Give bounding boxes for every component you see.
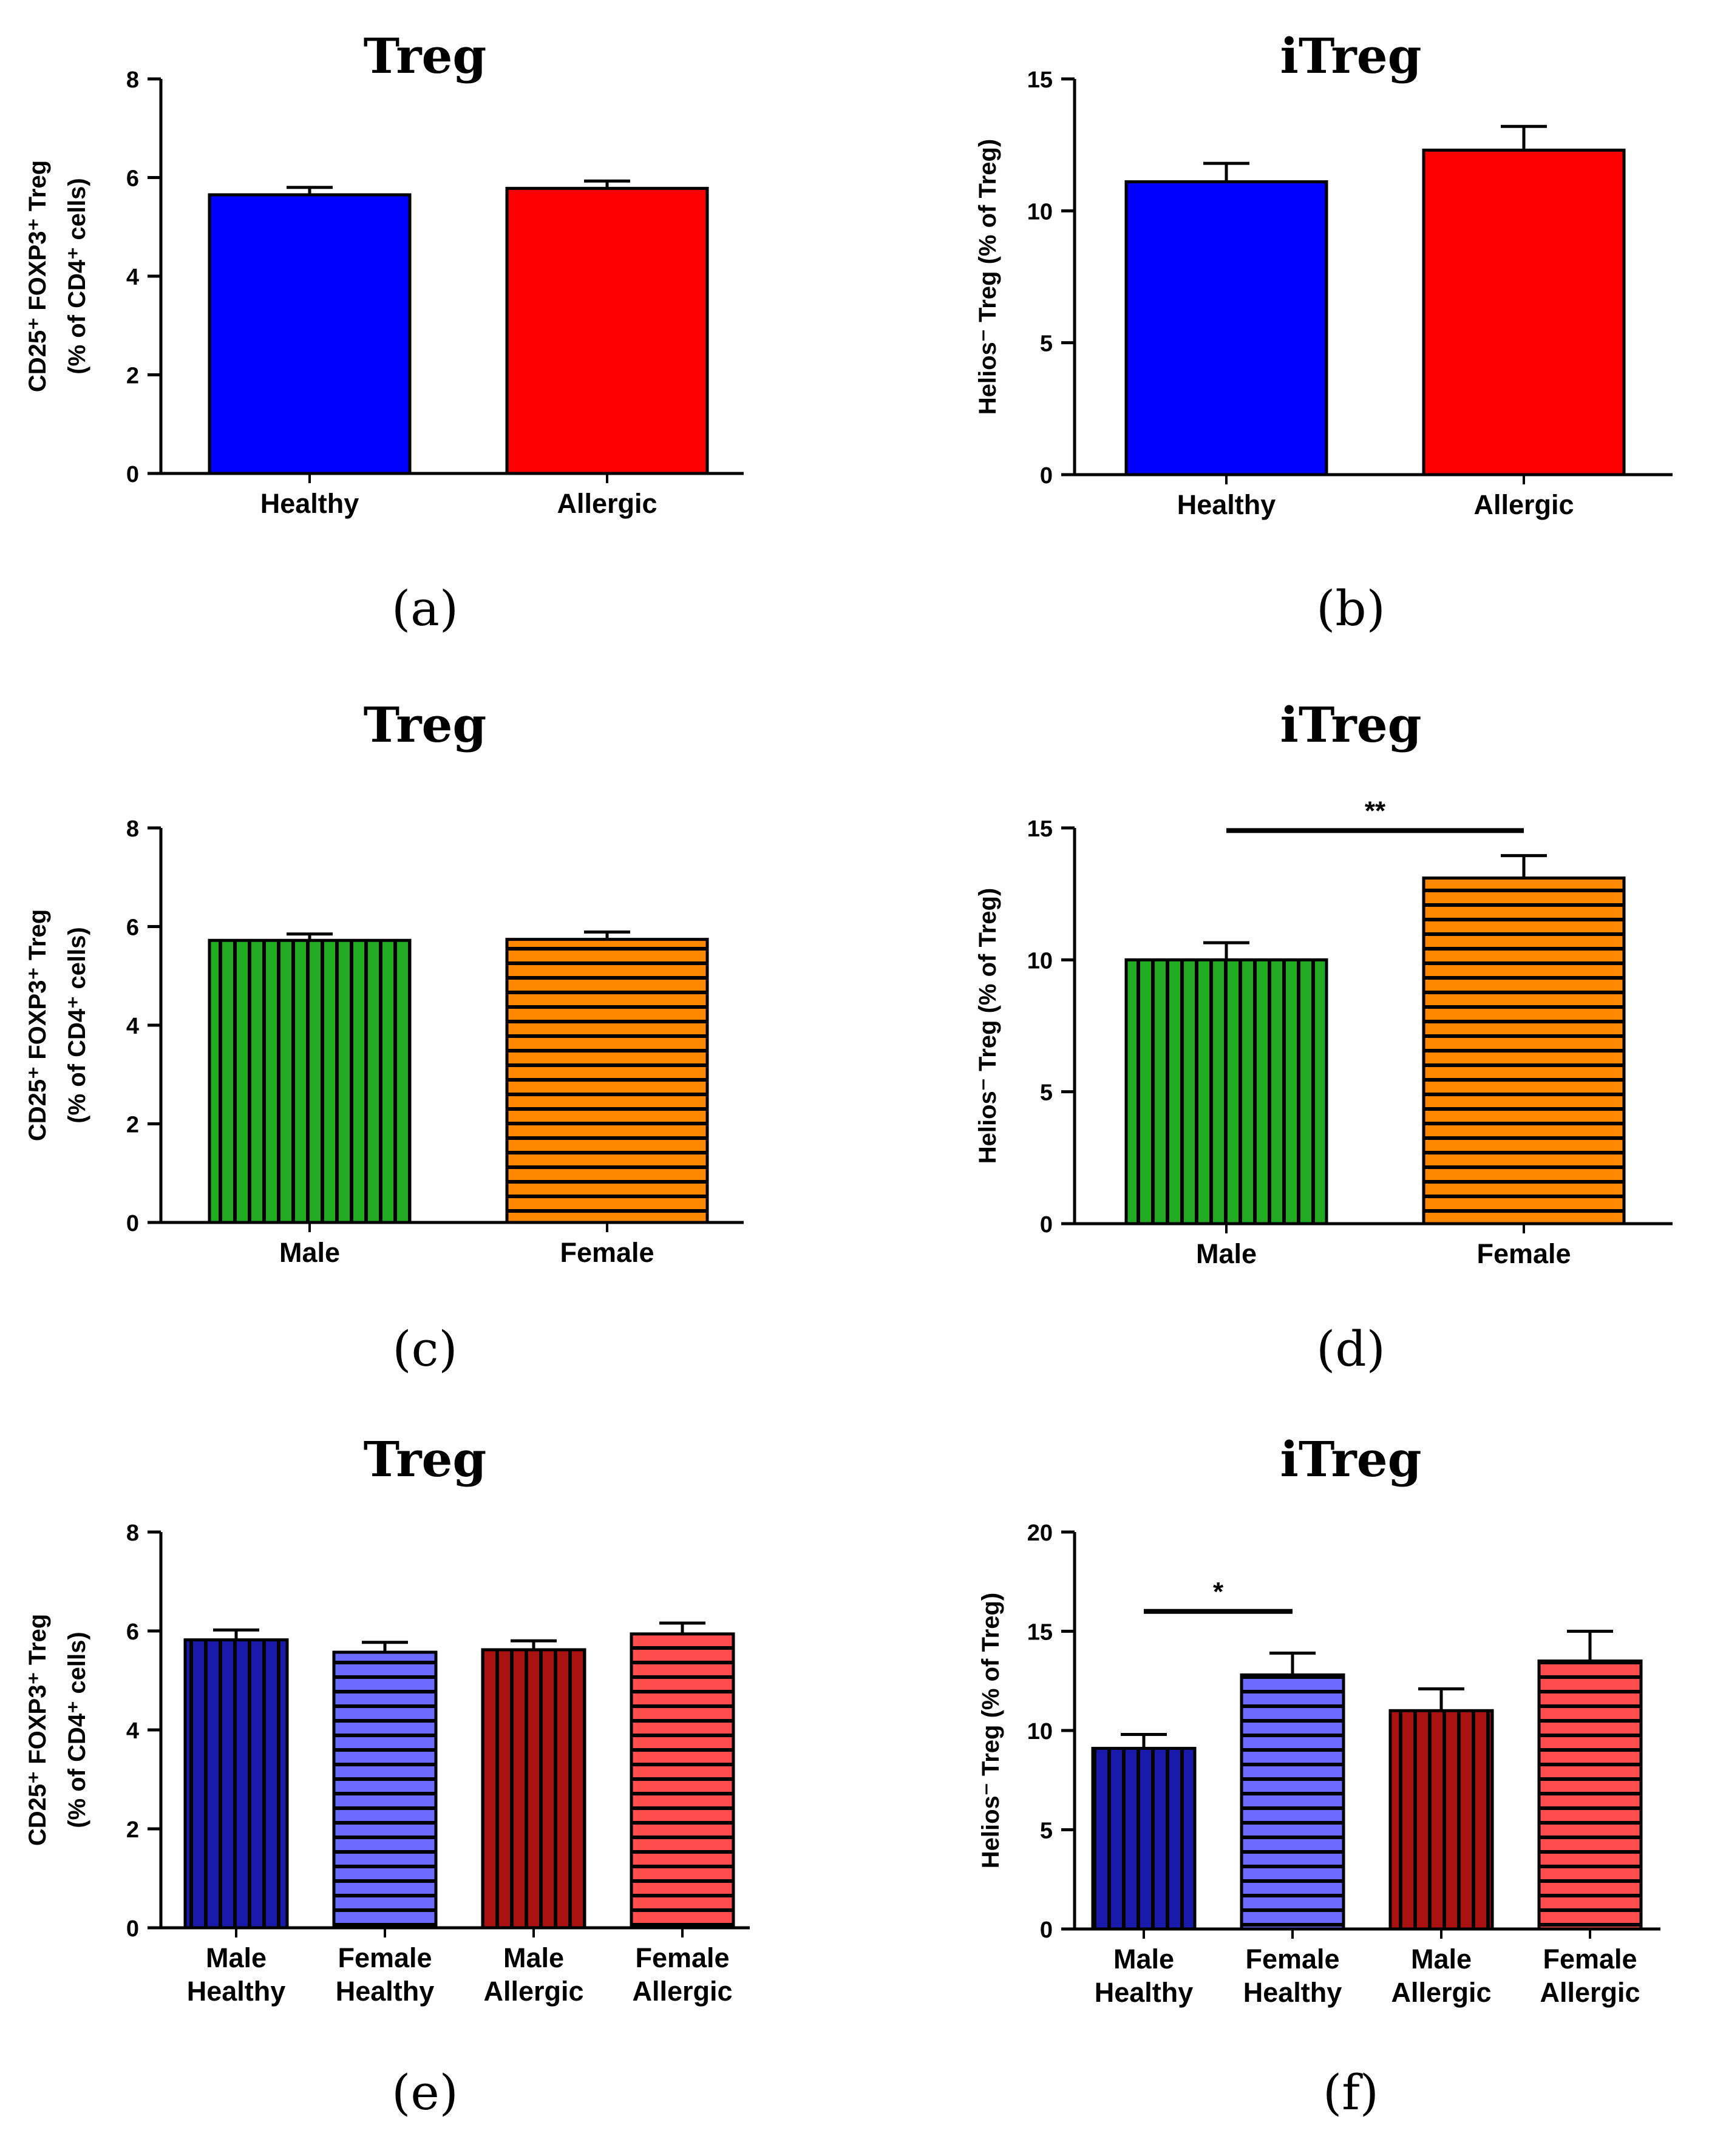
y-tick-label: 6 bbox=[126, 915, 139, 941]
x-tick-label: Male bbox=[206, 1942, 267, 1973]
chart-panel-f: iTreg(f)Helios⁻ Treg (% of Treg)MaleHeal… bbox=[977, 1431, 1660, 2121]
y-tick-label: 0 bbox=[1040, 463, 1053, 489]
y-axis-label: CD25⁺ FOXP3⁺ Treg bbox=[24, 1614, 51, 1846]
bar bbox=[1240, 1673, 1345, 1931]
chart-panel-c: Treg (c) CD25⁺ FOXP3⁺ Treg (% of CD4⁺ cells… bbox=[24, 696, 744, 1377]
x-tick-label: Male bbox=[503, 1942, 564, 1973]
y-axis-label: CD25⁺ FOXP3⁺ Treg bbox=[24, 909, 51, 1141]
y-axis-label-line2: (% of CD4⁺ cells) bbox=[64, 1632, 90, 1828]
y-tick-label: 6 bbox=[126, 1619, 139, 1645]
y-tick-label: 8 bbox=[126, 1520, 139, 1546]
y-tick-label: 2 bbox=[126, 1113, 139, 1138]
x-tick-label: Allergic bbox=[1473, 489, 1574, 520]
chart-title: iTreg bbox=[1280, 1431, 1421, 1488]
y-axis-label: Helios⁻ Treg (% of Treg) bbox=[974, 888, 1001, 1164]
y-tick-label: 4 bbox=[126, 1718, 139, 1744]
chart-panel-a: Treg (a) CD25⁺ FOXP3⁺ Treg (% of CD4⁺ cells… bbox=[24, 27, 744, 637]
y-axis-label-line2: (% of CD4⁺ cells) bbox=[64, 927, 90, 1123]
x-tick-label: Allergic bbox=[632, 1976, 732, 2007]
x-tick-label: Healthy bbox=[336, 1976, 435, 2007]
y-axis-label: Helios⁻ Treg (% of Treg) bbox=[977, 1593, 1004, 1869]
x-tick-label: Female bbox=[560, 1237, 654, 1268]
y-tick-label: 8 bbox=[126, 816, 139, 842]
y-tick-label: 10 bbox=[1027, 1719, 1053, 1744]
bar bbox=[1124, 180, 1328, 476]
x-tick-label: Male bbox=[1113, 1944, 1174, 1975]
bar bbox=[208, 938, 412, 1224]
y-tick-label: 2 bbox=[126, 364, 139, 389]
y-tick-label: 0 bbox=[1040, 1917, 1053, 1943]
y-tick-label: 0 bbox=[126, 1211, 139, 1236]
bar bbox=[1422, 148, 1626, 476]
panel-caption: (e) bbox=[392, 2064, 458, 2121]
chart-panel-e: Treg (e) CD25⁺ FOXP3⁺ Treg (% of CD4⁺ cells… bbox=[24, 1431, 750, 2121]
y-tick-label: 5 bbox=[1040, 1819, 1053, 1844]
bar bbox=[1124, 958, 1328, 1225]
y-axis-label: Helios⁻ Treg (% of Treg) bbox=[974, 139, 1001, 415]
bar bbox=[208, 193, 412, 475]
y-tick-label: 4 bbox=[126, 265, 139, 290]
x-tick-label: Allergic bbox=[1391, 1977, 1491, 2008]
chart-panel-d: iTreg (d) Helios⁻ Treg (% of Treg) Male Fema… bbox=[974, 696, 1673, 1377]
bar bbox=[1422, 876, 1626, 1225]
y-tick-label: 8 bbox=[126, 67, 139, 93]
y-tick-label: 0 bbox=[126, 1916, 139, 1942]
bar bbox=[332, 1650, 438, 1930]
x-tick-label: Healthy bbox=[260, 488, 359, 519]
x-tick-label: Female bbox=[1245, 1944, 1339, 1975]
y-tick-label: 15 bbox=[1027, 816, 1053, 842]
bar bbox=[1091, 1746, 1197, 1931]
significance-label: ** bbox=[1365, 796, 1386, 825]
x-tick-label: Healthy bbox=[1095, 1977, 1194, 2008]
x-tick-label: Healthy bbox=[1177, 489, 1276, 520]
bar bbox=[1537, 1659, 1643, 1931]
x-tick-label: Male bbox=[1196, 1238, 1257, 1269]
x-tick-label: Healthy bbox=[187, 1976, 286, 2007]
panel-caption: (d) bbox=[1316, 1321, 1385, 1377]
x-tick-label: Allergic bbox=[483, 1976, 583, 2007]
significance-label: * bbox=[1213, 1577, 1224, 1607]
x-tick-label: Healthy bbox=[1243, 1977, 1342, 2008]
chart-title: Treg bbox=[364, 696, 487, 753]
chart-title: Treg bbox=[364, 27, 487, 84]
panel-caption: (c) bbox=[392, 1321, 457, 1377]
y-tick-label: 15 bbox=[1027, 67, 1053, 93]
panel-caption: (b) bbox=[1316, 580, 1385, 637]
y-tick-label: 15 bbox=[1027, 1620, 1053, 1646]
bar bbox=[183, 1638, 289, 1930]
y-tick-label: 5 bbox=[1040, 331, 1053, 357]
x-tick-label: Male bbox=[279, 1237, 340, 1268]
y-tick-label: 6 bbox=[126, 166, 139, 192]
x-tick-label: Female bbox=[338, 1942, 432, 1973]
y-axis-label-line2: (% of CD4⁺ cells) bbox=[64, 178, 90, 374]
y-tick-label: 0 bbox=[1040, 1212, 1053, 1238]
x-tick-label: Female bbox=[1543, 1944, 1637, 1975]
y-tick-label: 10 bbox=[1027, 199, 1053, 225]
bar bbox=[505, 186, 709, 475]
y-tick-label: 20 bbox=[1027, 1520, 1053, 1546]
x-tick-label: Allergic bbox=[557, 488, 657, 519]
x-tick-label: Male bbox=[1411, 1944, 1472, 1975]
chart-title: iTreg bbox=[1280, 696, 1421, 753]
chart-title: Treg bbox=[364, 1431, 487, 1488]
chart-title: iTreg bbox=[1280, 27, 1421, 84]
chart-panel-b: iTreg (b) Helios⁻ Treg (% of Treg) Healthy A… bbox=[974, 27, 1673, 637]
bar bbox=[1388, 1709, 1494, 1931]
x-tick-label: Female bbox=[635, 1942, 729, 1973]
x-tick-label: Allergic bbox=[1540, 1977, 1640, 2008]
y-tick-label: 10 bbox=[1027, 948, 1053, 974]
bar bbox=[630, 1632, 735, 1930]
panel-caption: (f) bbox=[1323, 2064, 1379, 2121]
y-tick-label: 5 bbox=[1040, 1080, 1053, 1106]
y-tick-label: 4 bbox=[126, 1014, 139, 1039]
x-tick-label: Female bbox=[1476, 1238, 1571, 1269]
y-tick-label: 0 bbox=[126, 462, 139, 487]
bar bbox=[481, 1648, 586, 1930]
bar bbox=[505, 938, 709, 1224]
y-axis-label: CD25⁺ FOXP3⁺ Treg bbox=[24, 160, 51, 392]
y-tick-label: 2 bbox=[126, 1817, 139, 1843]
panel-caption: (a) bbox=[392, 580, 458, 637]
